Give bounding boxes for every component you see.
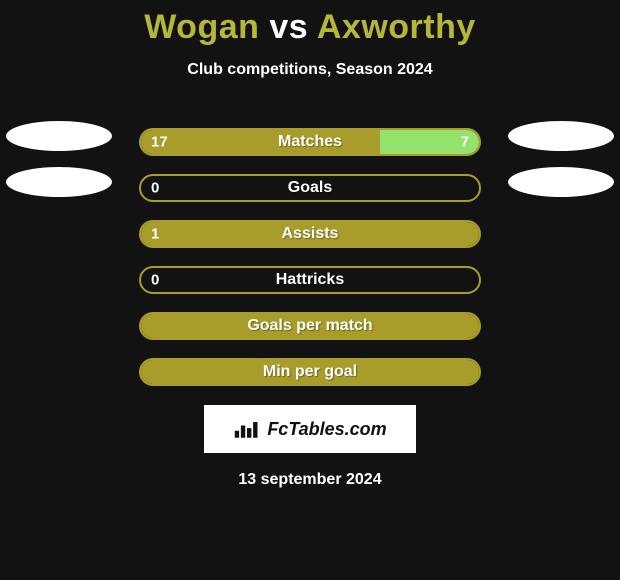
stat-label: Assists	[282, 225, 339, 243]
stat-bar-left-fill	[141, 130, 380, 154]
stat-bar: 17 7 Matches	[139, 128, 481, 156]
stat-row: Goals per match	[0, 303, 620, 349]
stat-row: 1 Assists	[0, 211, 620, 257]
subtitle: Club competitions, Season 2024	[0, 61, 620, 79]
stat-row: Min per goal	[0, 349, 620, 395]
player-right-marker	[508, 167, 614, 197]
stat-value-left: 17	[151, 134, 168, 151]
footer-date: 13 september 2024	[0, 471, 620, 489]
footer-brand-box: FcTables.com	[204, 405, 416, 453]
stat-label: Hattricks	[276, 271, 344, 289]
stat-row: 0 Hattricks	[0, 257, 620, 303]
stat-bar: 1 Assists	[139, 220, 481, 248]
footer-brand-text: FcTables.com	[267, 419, 386, 440]
stat-bar: Min per goal	[139, 358, 481, 386]
stat-label: Min per goal	[263, 363, 357, 381]
stat-row: 17 7 Matches	[0, 119, 620, 165]
stat-bar: 0 Hattricks	[139, 266, 481, 294]
page-title: Wogan vs Axworthy	[0, 8, 620, 47]
stat-label: Goals per match	[247, 317, 372, 335]
player-right-marker	[508, 121, 614, 151]
bar-chart-icon	[233, 418, 261, 440]
stat-label: Matches	[278, 133, 342, 151]
stat-value-right: 7	[461, 134, 469, 151]
title-right: Axworthy	[317, 8, 476, 46]
player-left-marker	[6, 121, 112, 151]
title-block: Wogan vs Axworthy Club competitions, Sea…	[0, 0, 620, 79]
stat-rows: 17 7 Matches 0 Goals 1 Assists 0 Hattricks Goals …	[0, 119, 620, 395]
title-left: Wogan	[144, 8, 259, 46]
title-separator: vs	[269, 8, 308, 46]
player-left-marker	[6, 167, 112, 197]
stat-bar: Goals per match	[139, 312, 481, 340]
stat-value-left: 0	[151, 180, 159, 197]
stat-value-left: 0	[151, 272, 159, 289]
stat-label: Goals	[288, 179, 332, 197]
stat-row: 0 Goals	[0, 165, 620, 211]
stat-bar: 0 Goals	[139, 174, 481, 202]
stat-value-left: 1	[151, 226, 159, 243]
